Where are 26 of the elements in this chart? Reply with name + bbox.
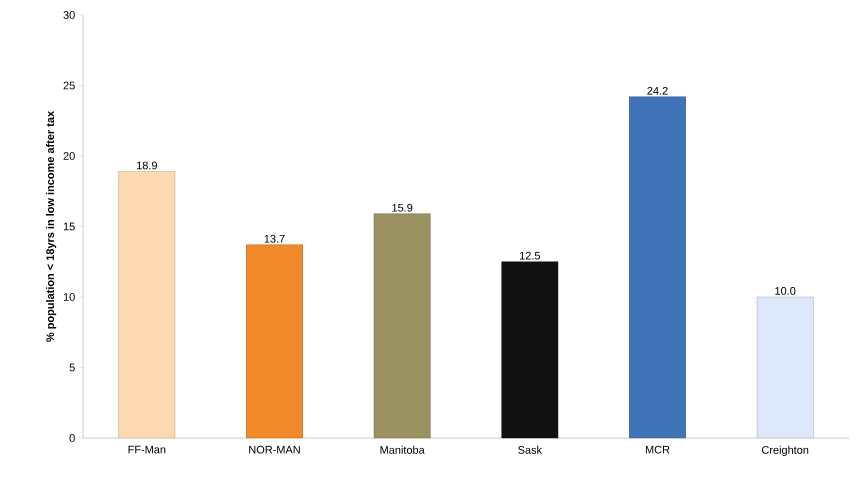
data-label: 18.9	[136, 162, 157, 170]
x-tick-label: FF-Man	[128, 446, 166, 454]
y-tick-label: 30	[63, 11, 75, 19]
y-tick-label: 25	[64, 82, 75, 90]
x-tick-label: MCR	[646, 446, 670, 454]
y-tick-label: 10	[64, 293, 75, 301]
y-tick-label: 15	[64, 222, 75, 230]
y-tick-label: 5	[70, 364, 75, 372]
bar	[501, 261, 558, 438]
x-tick-label: Manitoba	[380, 446, 425, 454]
bar	[374, 214, 431, 438]
x-tick-label: Sask	[518, 446, 542, 454]
x-tick-label: Creighton	[762, 446, 808, 456]
y-tick-label: 0	[70, 434, 75, 442]
y-tick-label: 20	[64, 152, 75, 160]
data-label: 10.0	[775, 287, 796, 295]
data-label: 15.9	[392, 204, 412, 212]
bar	[629, 96, 686, 438]
data-label: 12.5	[520, 252, 540, 260]
data-label: 13.7	[264, 234, 285, 243]
x-tick-label: NOR-MAN	[249, 446, 300, 454]
bar	[246, 244, 303, 438]
y-axis-title: % population < 18yrs in low income after tax	[46, 111, 56, 342]
bar	[118, 171, 176, 438]
data-label: 24.2	[647, 86, 668, 95]
bar	[756, 296, 814, 438]
